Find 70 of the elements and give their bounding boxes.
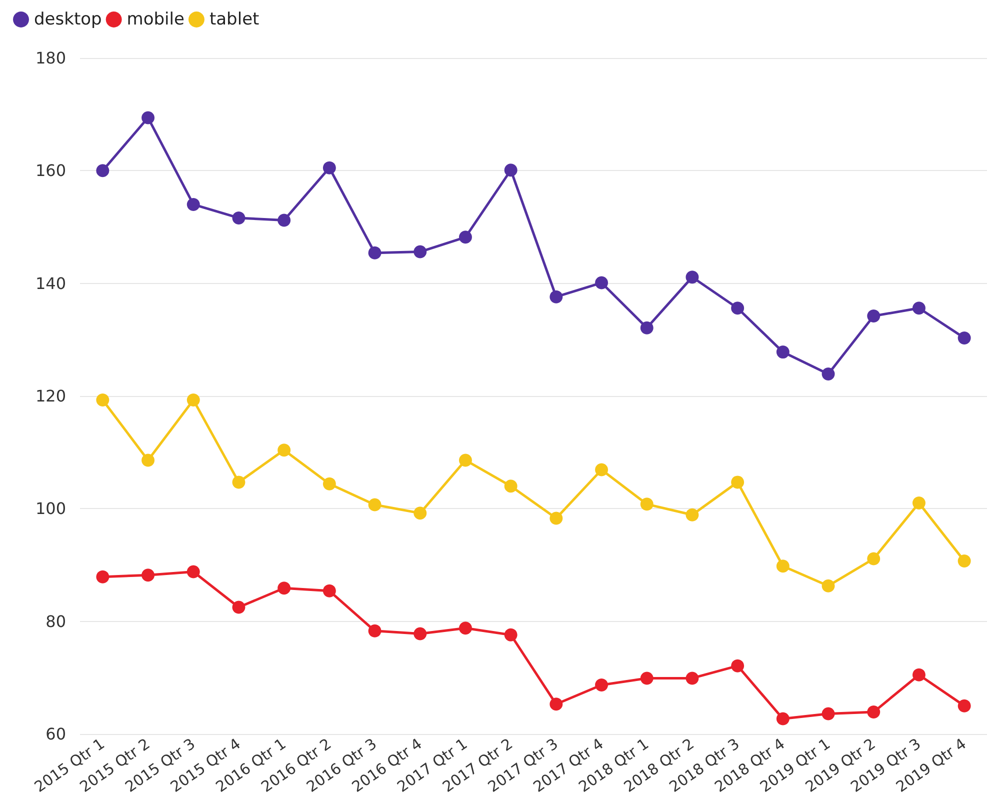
point (278, 214, 291, 227)
point (96, 393, 110, 406)
point (458, 454, 472, 467)
point (322, 477, 336, 490)
point (640, 321, 654, 334)
point (186, 565, 200, 578)
point (232, 600, 246, 614)
y-tick-label: 160 (35, 161, 66, 180)
point (232, 476, 246, 489)
legend-label: tablet (209, 10, 260, 30)
point (278, 582, 291, 595)
point (142, 454, 155, 467)
point (912, 496, 926, 510)
point (142, 568, 155, 582)
y-tick-label: 140 (35, 274, 66, 293)
point (368, 498, 382, 512)
point (458, 622, 472, 635)
point (958, 331, 971, 344)
point (776, 712, 790, 726)
point (595, 276, 608, 290)
point (776, 346, 790, 359)
point (595, 463, 608, 476)
point (595, 678, 608, 692)
point (640, 672, 654, 685)
point (504, 628, 518, 642)
point (414, 506, 427, 520)
point (322, 584, 336, 598)
point (550, 698, 563, 711)
point (958, 554, 971, 568)
point (731, 476, 744, 489)
point (504, 480, 518, 493)
point (958, 699, 971, 712)
y-tick-label: 100 (35, 499, 66, 518)
y-tick-label: 120 (35, 386, 66, 406)
legend-label: desktop (34, 10, 102, 30)
point (822, 707, 835, 720)
point (96, 570, 110, 584)
point (912, 302, 926, 315)
point (458, 230, 472, 244)
point (731, 659, 744, 672)
point (867, 552, 880, 566)
point (822, 579, 835, 592)
legend-label: mobile (126, 10, 184, 30)
point (414, 627, 427, 640)
point (822, 368, 835, 381)
point (142, 111, 155, 124)
point (186, 198, 200, 211)
point (731, 302, 744, 315)
point (504, 164, 518, 177)
point (776, 560, 790, 573)
point (640, 498, 654, 511)
y-tick-label: 60 (46, 724, 66, 744)
point (278, 444, 291, 457)
y-tick-label: 180 (35, 48, 66, 68)
point (368, 624, 382, 638)
point (686, 270, 699, 284)
point (232, 211, 246, 224)
point (686, 508, 699, 522)
point (867, 706, 880, 719)
point (867, 310, 880, 323)
point (414, 245, 427, 258)
point (186, 393, 200, 406)
point (368, 246, 382, 260)
point (686, 672, 699, 685)
point (550, 290, 563, 304)
point (912, 668, 926, 682)
point (96, 164, 110, 178)
y-tick-label: 80 (46, 612, 66, 631)
point (550, 512, 563, 525)
point (322, 161, 336, 174)
